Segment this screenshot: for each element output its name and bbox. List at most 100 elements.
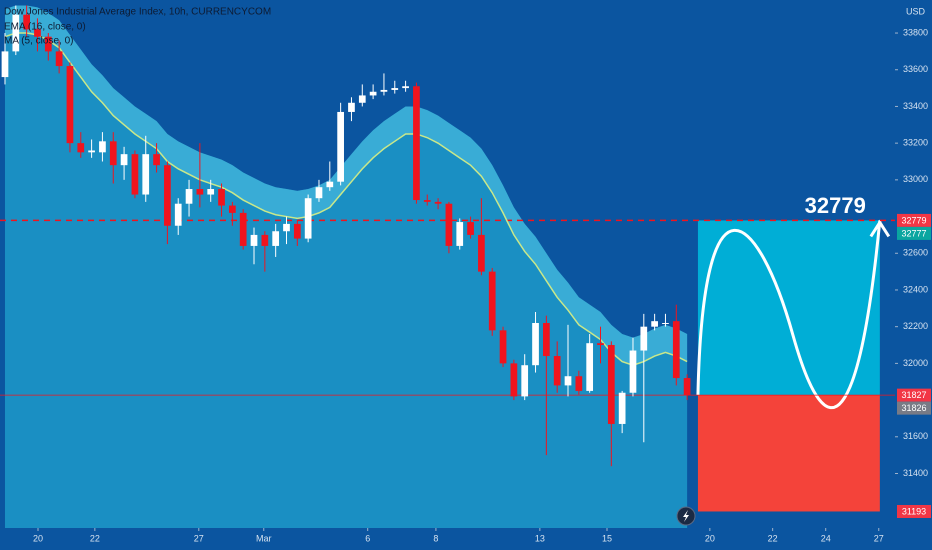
price-label-box [897, 226, 931, 240]
price-label-box [897, 213, 931, 227]
chart-title: Dow Jones Industrial Average Index, 10h,… [4, 7, 271, 18]
candle-body [315, 187, 323, 199]
candle-body [456, 222, 464, 246]
x-tick-label: 15 [602, 533, 612, 543]
candle-body [261, 234, 269, 246]
candle-body [293, 223, 301, 239]
candle-body [618, 392, 626, 424]
x-tick-label: 22 [90, 533, 100, 543]
price-area [4, 5, 688, 528]
legend-entry: EMA (16, close, 0) [4, 22, 86, 33]
price-label: 32777 [901, 228, 926, 238]
y-tick-label: 33600 [903, 64, 928, 74]
y-tick-label: 32400 [903, 284, 928, 294]
price-label: 31827 [901, 390, 926, 400]
x-tick-label: 13 [535, 533, 545, 543]
candle-body [488, 271, 496, 331]
candle-body [434, 201, 442, 204]
candle-body [12, 14, 20, 52]
x-tick-label: Mar [256, 533, 272, 543]
candle-body [272, 231, 280, 246]
candle-body [413, 86, 420, 201]
x-tick-label: 20 [705, 533, 715, 543]
candle-body [44, 36, 52, 52]
stop-zone [697, 395, 880, 512]
y-tick-label: 32200 [903, 321, 928, 331]
x-tick-label: 27 [194, 533, 204, 543]
candle-body [142, 154, 150, 195]
candle-body [207, 189, 215, 195]
candle-body [196, 189, 204, 195]
candle-body [640, 326, 648, 351]
y-tick-label: 32600 [903, 248, 928, 258]
candle-body [423, 200, 431, 202]
candle-body [304, 198, 312, 239]
candle-body [607, 345, 615, 424]
candle-body [229, 205, 236, 213]
candle-body [174, 203, 182, 226]
candle-body [23, 14, 30, 30]
candle-body [510, 363, 518, 397]
plot-area: 32779 [0, 5, 895, 528]
price-label-box [897, 388, 931, 402]
candle-body [586, 343, 594, 391]
candle-body [553, 356, 561, 386]
x-tick-label: 6 [365, 533, 370, 543]
ema-line [4, 32, 688, 367]
candle-body [109, 141, 117, 166]
projection-curve [696, 220, 882, 410]
candle-body [34, 29, 41, 37]
projection-arrow [869, 219, 891, 238]
candle-body [521, 365, 529, 397]
candle-body [55, 51, 63, 67]
legend-entry: MA (5, close, 0) [4, 36, 73, 47]
x-tick-label: 20 [33, 533, 43, 543]
candle-body [88, 150, 95, 153]
candle-body [380, 89, 388, 92]
candle-body [662, 323, 669, 325]
candle-body [131, 154, 139, 195]
y-tick-label: 31400 [903, 468, 928, 478]
candle-body [445, 203, 453, 246]
candle-body [564, 376, 572, 386]
candle-body [532, 323, 539, 366]
candle-body [250, 234, 258, 246]
x-tick-label: 24 [821, 533, 831, 543]
candle-body [66, 66, 74, 144]
ma-band [4, 5, 688, 366]
replay-icon[interactable] [676, 506, 696, 526]
candle-body [120, 154, 128, 166]
candle-body [369, 91, 377, 96]
candle-body [499, 330, 507, 364]
candle-body [597, 343, 604, 346]
candle-body [218, 189, 225, 206]
target-annotation: 32779 [805, 193, 866, 218]
candle-body [575, 376, 583, 391]
candle-body [402, 86, 409, 89]
candle-body [99, 141, 106, 153]
candle-body [683, 378, 691, 396]
currency-label: USD [906, 6, 926, 16]
price-label-box [897, 401, 931, 415]
candle-body [1, 51, 9, 78]
candle-body [467, 222, 474, 235]
candle-body [283, 223, 290, 232]
y-tick-label: 31600 [903, 431, 928, 441]
candle-body [672, 321, 680, 379]
candle-body [391, 88, 399, 90]
target-zone [697, 220, 880, 396]
price-label: 32779 [901, 215, 926, 225]
candle-body [348, 102, 355, 112]
candle-body [239, 212, 247, 246]
x-tick-label: 27 [874, 533, 884, 543]
candle-body [153, 154, 160, 166]
price-label: 31826 [901, 403, 926, 413]
y-tick-label: 33400 [903, 101, 928, 111]
y-tick-label: 33000 [903, 174, 928, 184]
x-tick-label: 22 [768, 533, 778, 543]
candle-body [478, 234, 485, 272]
candle-body [651, 321, 658, 327]
y-tick-label: 33800 [903, 27, 928, 37]
